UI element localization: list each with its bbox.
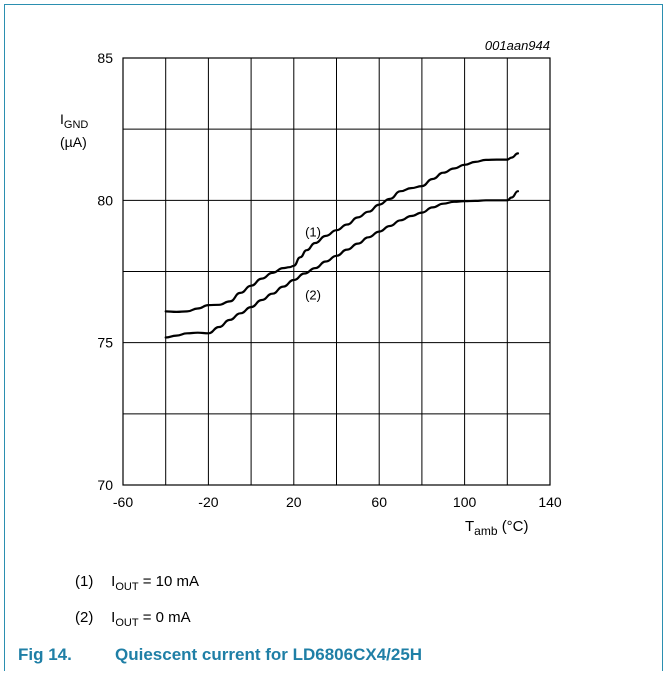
note-text: = 0 mA xyxy=(138,609,191,626)
plot-area xyxy=(122,57,551,486)
series-line-1 xyxy=(164,152,520,313)
y-axis-unit: (µA) xyxy=(60,134,87,150)
y-tick-label: 85 xyxy=(97,50,113,66)
figure-number: Fig 14. xyxy=(18,645,72,664)
note-2: (2) IOUT = 0 mA xyxy=(75,606,199,642)
figure-frame xyxy=(4,4,663,671)
figure-title: Quiescent current for LD6806CX4/25H xyxy=(115,645,423,664)
figure-id: 001aan944 xyxy=(485,38,550,53)
series-label-1: (1) xyxy=(305,225,321,240)
note-number: (2) xyxy=(75,609,94,626)
y-tick-label: 80 xyxy=(97,192,113,208)
x-tick-label: -20 xyxy=(198,494,218,510)
series-layer: (1) (2) xyxy=(164,152,520,339)
note-number: (1) xyxy=(75,573,94,590)
note-symbol: I xyxy=(111,609,116,626)
x-tick-label: 140 xyxy=(538,494,562,510)
note-symbol: I xyxy=(111,573,116,590)
y-axis-label: IGND xyxy=(60,111,88,131)
series-label-2: (2) xyxy=(305,287,321,302)
x-tick-label: 60 xyxy=(371,494,387,510)
grid xyxy=(123,58,550,485)
x-tick-label: 20 xyxy=(286,494,302,510)
x-tick-label: 100 xyxy=(453,494,477,510)
series-line-2 xyxy=(164,190,520,339)
tick-labels: -60 -20 20 60 100 140 70 75 80 85 xyxy=(97,50,561,510)
notes: (1) IOUT = 10 mA (2) IOUT = 0 mA xyxy=(75,570,199,642)
y-tick-label: 75 xyxy=(97,335,113,351)
figure-caption: Fig 14. Quiescent current for LD6806CX4/2… xyxy=(18,645,422,665)
chart: (1) (2) -60 -20 20 60 100 140 70 75 80 85 001aan94… xyxy=(60,38,562,538)
note-text: = 10 mA xyxy=(138,573,200,590)
y-tick-label: 70 xyxy=(97,477,113,493)
note-subscript: OUT xyxy=(115,581,139,593)
x-axis-label: Tamb (°C) xyxy=(465,518,529,538)
x-tick-label: -60 xyxy=(113,494,133,510)
note-1: (1) IOUT = 10 mA xyxy=(75,570,199,606)
note-subscript: OUT xyxy=(115,617,139,629)
